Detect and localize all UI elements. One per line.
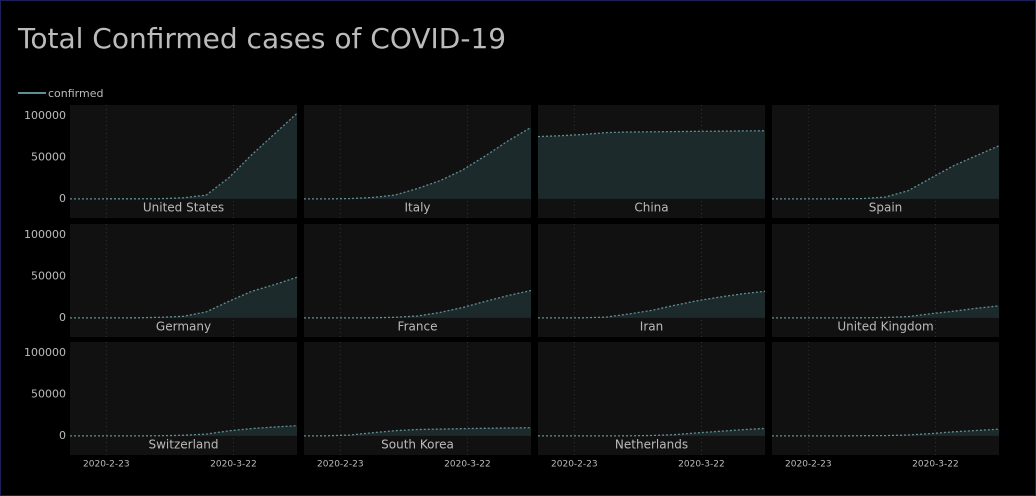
panel-background: [772, 342, 999, 455]
area-fill: [538, 130, 765, 199]
y-tick-label: 0: [59, 429, 66, 442]
x-tick-label: 2020-3-22: [210, 460, 257, 470]
series-line: [70, 425, 298, 437]
x-tick-label: 2020-3-22: [444, 460, 491, 470]
panel-label: Switzerland: [149, 438, 219, 452]
panel-label: United States: [143, 201, 224, 215]
panel-background: [304, 342, 531, 455]
series-line: [538, 427, 766, 437]
series-line: [70, 112, 298, 200]
panel-label: United Kingdom: [837, 320, 933, 334]
area-fill: [304, 427, 531, 436]
panel-label: Netherlands: [615, 438, 688, 452]
y-tick-label: 100000: [24, 109, 66, 122]
x-tick-label: 2020-2-23: [785, 460, 832, 470]
series-line: [70, 276, 298, 319]
panel-label: Italy: [404, 201, 430, 215]
series-line: [772, 145, 1000, 200]
panel-label: South Korea: [381, 438, 454, 452]
chart-title: Total Confirmed cases of COVID-19: [17, 22, 506, 55]
area-fill: [538, 291, 765, 318]
y-tick-label: 0: [59, 311, 66, 324]
panel-label: China: [634, 201, 668, 215]
panel-label: Spain: [869, 201, 903, 215]
panel-label: Germany: [156, 320, 211, 334]
area-fill: [70, 113, 297, 199]
y-tick-label: 0: [59, 192, 66, 205]
area-fill: [772, 145, 999, 199]
y-tick-label: 50000: [31, 269, 66, 282]
series-line: [538, 290, 766, 319]
y-tick-label: 100000: [24, 346, 66, 359]
x-tick-label: 2020-2-23: [317, 460, 364, 470]
series-line: [304, 289, 532, 319]
panel-label: Iran: [640, 320, 663, 334]
area-fill: [304, 127, 531, 199]
series-line: [772, 428, 1000, 437]
x-tick-label: 2020-3-22: [912, 460, 959, 470]
series-line: [772, 305, 1000, 319]
series-line: [304, 126, 532, 200]
area-fill: [304, 290, 531, 318]
y-tick-label: 50000: [31, 387, 66, 400]
area-fill: [70, 277, 297, 318]
panel-label: France: [398, 320, 438, 334]
x-tick-label: 2020-2-23: [551, 460, 598, 470]
x-tick-label: 2020-2-23: [83, 460, 130, 470]
y-tick-label: 100000: [24, 228, 66, 241]
area-fill: [772, 305, 999, 318]
area-fill: [538, 428, 765, 436]
legend-label: confirmed: [48, 87, 103, 100]
area-fill: [70, 425, 297, 436]
x-tick-label: 2020-3-22: [678, 460, 725, 470]
y-tick-label: 50000: [31, 150, 66, 163]
series-line: [303, 427, 532, 437]
area-fill: [772, 429, 999, 436]
series-line: [537, 130, 766, 138]
